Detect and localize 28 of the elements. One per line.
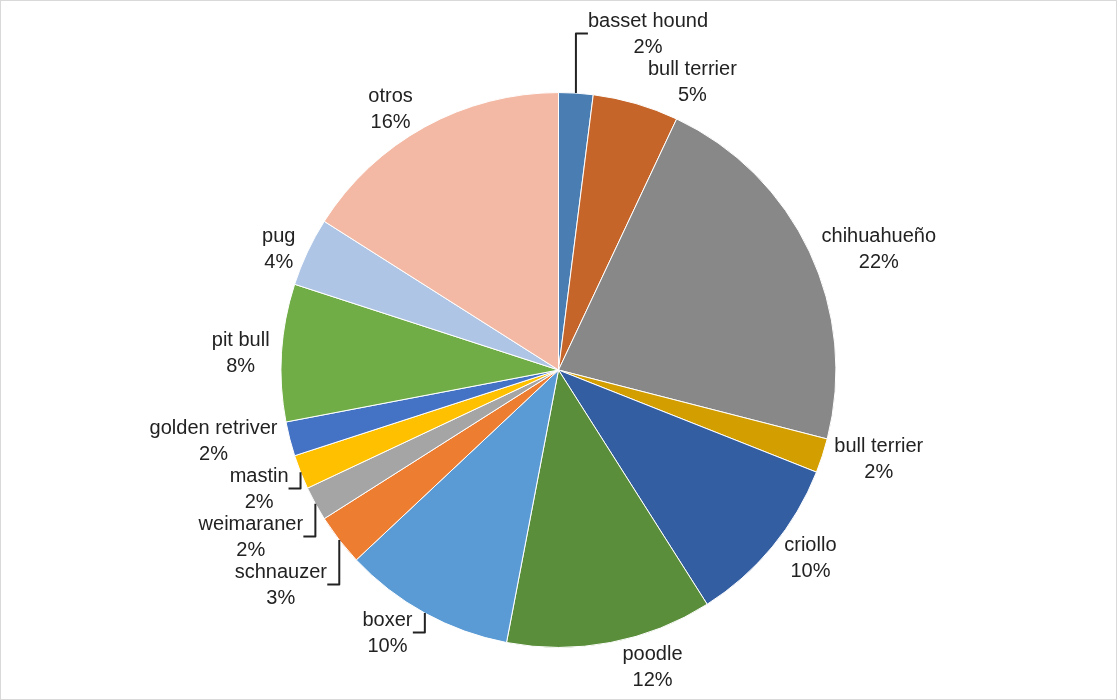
slice-label: boxer [362,608,413,631]
slice-label: mastin [229,464,289,487]
data-label: 22% [858,249,900,272]
slice-label: schnauzer [234,560,328,583]
slice-label: bull terrier [834,434,924,457]
slice-label: otros [368,84,413,107]
slice-label: basset hound [587,9,709,32]
slice-label: criollo [784,532,837,555]
data-label: 2% [864,460,894,483]
data-label: 8% [226,354,256,377]
data-label: 10% [790,558,831,581]
data-label: 2% [633,35,663,58]
data-label: 10% [367,634,408,657]
slice-label: pit bull [211,328,270,351]
slice-label: pug [262,223,296,246]
data-label: 2% [199,442,229,465]
slice-label: poodle [622,641,683,664]
data-label: 16% [370,110,411,133]
slice-label: weimaraner [197,512,304,535]
slice-label: bull terrier [647,57,738,80]
data-label: 5% [677,83,708,106]
data-label: 4% [264,249,294,272]
data-label: 3% [266,586,296,609]
data-label: 12% [632,667,673,690]
slice-label: chihuahueño [821,223,937,246]
data-label: 2% [244,490,274,513]
slice-label: golden retriver [149,416,278,439]
data-label: 2% [236,538,266,561]
